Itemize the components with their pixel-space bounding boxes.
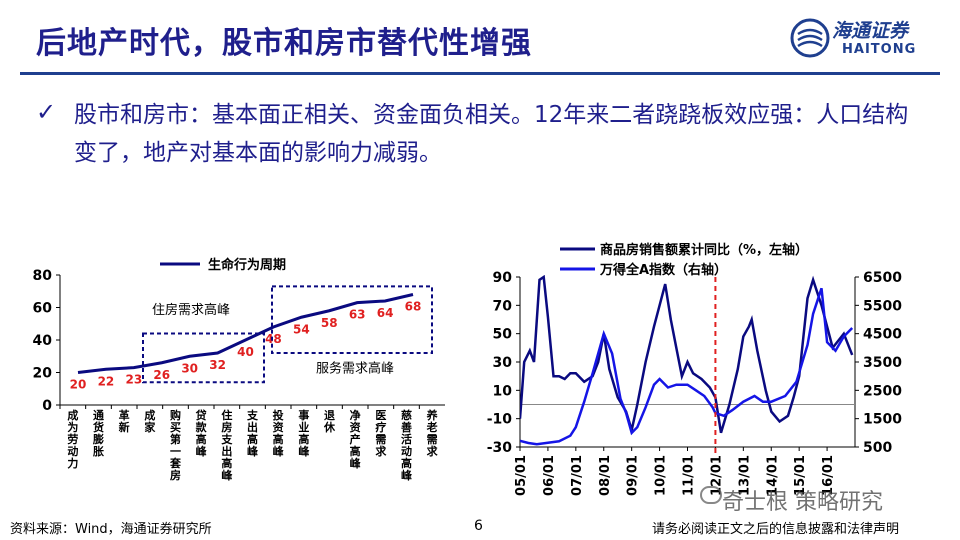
- checkmark-icon: ✓: [36, 98, 57, 126]
- slide-header: 后地产时代，股市和房市替代性增强 海通证券 HAITONG: [0, 0, 960, 75]
- x-tick-label: 成家: [144, 408, 156, 434]
- x-tick-label: 事业高峰: [298, 408, 310, 458]
- x-tick-label: 住房支出高峰: [220, 408, 233, 482]
- service-demand-box: [271, 285, 433, 354]
- x-tick-label: 退休: [323, 408, 336, 434]
- legend-label: 生命行为周期: [208, 257, 286, 273]
- x-tick-label: 15/01: [793, 455, 808, 496]
- data-label: 54: [293, 322, 310, 336]
- x-tick-label: 12/01: [709, 455, 724, 496]
- right-y-tick-label: 500: [863, 440, 892, 456]
- housing-stock-chart: -30 -10 10 30 50 70 90 500 1500 2500 3500 4500 5500 6…: [487, 242, 903, 496]
- data-label: 30: [181, 361, 198, 375]
- x-tick-label: 13/01: [737, 455, 752, 496]
- legend-label-index: 万得全A指数（右轴）: [599, 262, 727, 278]
- data-label: 26: [153, 368, 170, 382]
- x-tick-label: 医疗需求: [375, 409, 387, 458]
- logo-text-en: HAITONG: [842, 42, 917, 57]
- data-label: 48: [265, 332, 282, 346]
- data-label: 23: [125, 373, 142, 387]
- data-label: 20: [70, 378, 87, 392]
- left-y-tick-label: -30: [487, 440, 513, 456]
- left-y-tick-label: 10: [493, 383, 513, 399]
- right-y-tick-label: 5500: [863, 298, 902, 314]
- x-tick-label: 贷款高峰: [196, 408, 208, 458]
- right-y-tick-label: 1500: [863, 412, 902, 428]
- x-tick-label: 05/01: [514, 455, 529, 496]
- data-label: 40: [237, 345, 254, 359]
- header-divider: [20, 72, 940, 75]
- x-tick-label: 通货膨胀: [92, 409, 104, 458]
- x-tick-label: 支出高峰: [246, 408, 259, 458]
- x-tick-label: 革新: [119, 408, 130, 434]
- watermark-text: 奇士根 策略研究: [722, 490, 883, 515]
- x-tick-label: 06/01: [542, 455, 557, 496]
- logo-emblem-icon: [790, 18, 830, 58]
- y-tick-label: 40: [33, 333, 53, 349]
- annotation-housing: 住房需求高峰: [152, 302, 230, 318]
- right-y-tick-label: 6500: [863, 270, 902, 286]
- left-y-tick-label: 90: [493, 270, 513, 286]
- left-y-tick-label: -10: [487, 412, 513, 428]
- data-label: 22: [98, 374, 115, 388]
- right-y-tick-label: 4500: [863, 327, 902, 343]
- x-tick-label: 养老需求: [426, 408, 439, 458]
- x-tick-label: 净资产高峰: [350, 408, 362, 470]
- right-y-tick-label: 2500: [863, 383, 902, 399]
- x-tick-label: 11/01: [682, 455, 697, 496]
- data-label: 68: [405, 300, 422, 314]
- x-tick-label: 10/01: [654, 455, 669, 496]
- data-label: 58: [321, 316, 338, 330]
- y-tick-label: 80: [33, 268, 53, 284]
- right-y-tick-label: 3500: [863, 355, 902, 371]
- y-tick-label: 0: [42, 398, 52, 414]
- page-number: 6: [474, 518, 483, 534]
- y-tick-label: 60: [33, 301, 53, 317]
- wechat-icon: [700, 486, 722, 504]
- slide-footer: 资料来源：Wind，海通证券研究所 6 请务必阅读正文之后的信息披露和法律声明: [0, 512, 960, 540]
- x-tick-label: 16/01: [821, 455, 836, 496]
- x-tick-label: 慈善活动高峰: [401, 408, 413, 482]
- legend-label-housing: 商品房销售额累计同比（%，左轴）: [600, 242, 808, 258]
- left-y-tick-label: 50: [493, 327, 513, 343]
- x-tick-label: 08/01: [598, 455, 613, 496]
- x-tick-label: 14/01: [765, 455, 780, 496]
- haitong-logo: 海通证券 HAITONG: [790, 14, 940, 66]
- x-tick-label: 07/01: [570, 455, 585, 496]
- data-label: 64: [377, 306, 394, 320]
- x-tick-label: 投资高峰: [273, 408, 285, 458]
- x-tick-label: 成为劳动力: [67, 408, 78, 470]
- housing-demand-box: [142, 332, 265, 384]
- x-tick-label: 09/01: [626, 455, 641, 496]
- disclaimer-text: 请务必阅读正文之后的信息披露和法律声明: [652, 522, 900, 537]
- logo-text-cn: 海通证券: [832, 20, 909, 42]
- data-label: 32: [209, 358, 226, 372]
- x-tick-label: 购买第一套房: [170, 408, 182, 482]
- series-housing-sales-line: [520, 275, 854, 435]
- annotation-service: 服务需求高峰: [316, 361, 394, 377]
- left-y-tick-label: 70: [493, 298, 513, 314]
- data-label: 63: [349, 308, 366, 322]
- page-title: 后地产时代，股市和房市替代性增强: [36, 26, 532, 61]
- source-note: 资料来源：Wind，海通证券研究所: [10, 522, 212, 537]
- bullet-text: 股市和房市：基本面正相关、资金面负相关。12年来二者跷跷板效应强：人口结构变了，…: [74, 102, 909, 166]
- y-tick-label: 20: [33, 366, 53, 382]
- series-wind-a-index-line: [520, 287, 854, 446]
- life-cycle-line: [77, 293, 414, 374]
- left-y-tick-label: 30: [493, 355, 513, 371]
